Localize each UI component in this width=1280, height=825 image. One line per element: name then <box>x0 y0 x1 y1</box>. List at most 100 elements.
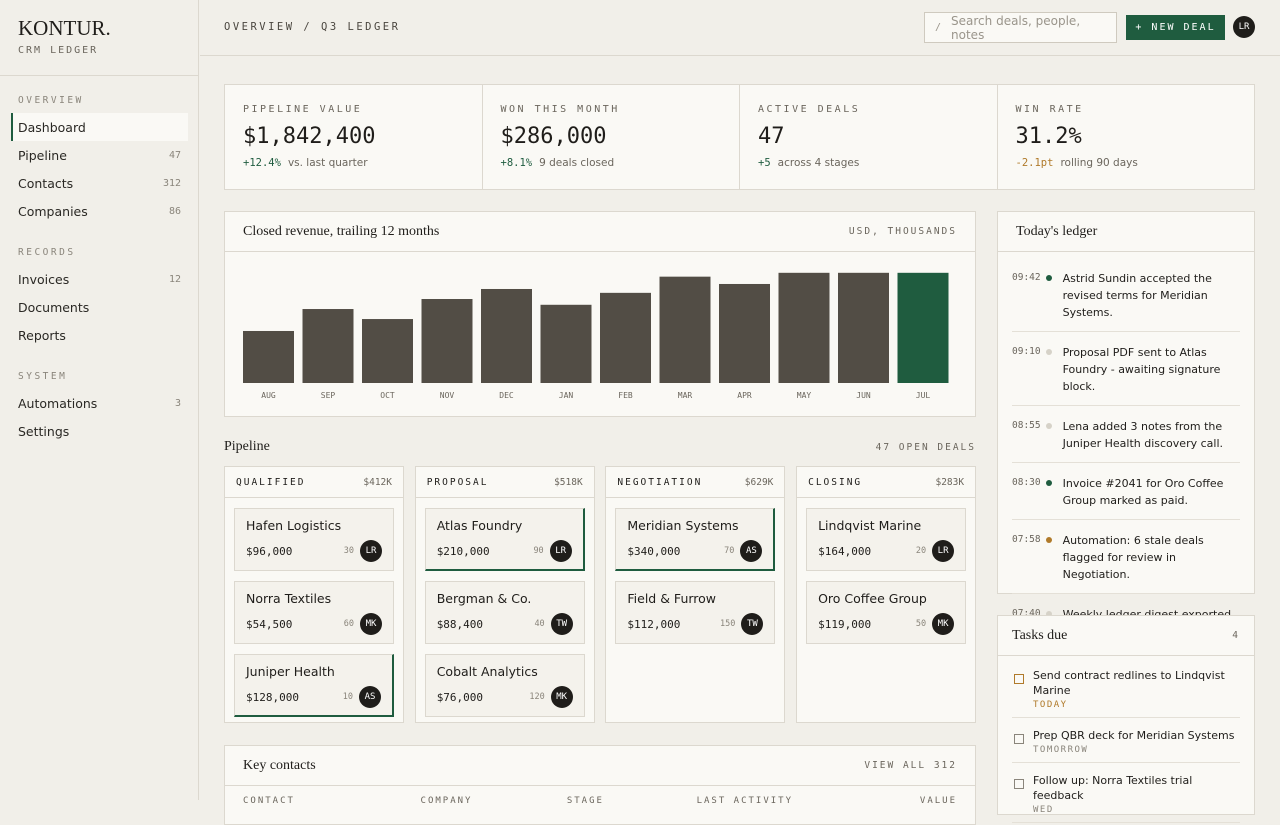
bar <box>421 299 473 383</box>
search[interactable]: / Search deals, people, notes <box>924 12 1117 43</box>
entry-text: Automation: 6 stale deals flagged for re… <box>1062 534 1204 581</box>
kpi-value: $1,842,400 <box>243 124 376 149</box>
nav-item[interactable]: Invoices 12 <box>11 265 188 293</box>
entry-text: Lena added 3 notes from the Juniper Heal… <box>1062 420 1223 450</box>
kpi-label: WON THIS MONTH <box>500 104 620 115</box>
kpi-label: PIPELINE VALUE <box>243 104 363 115</box>
kpi-detail: -2.1pt rolling 90 days <box>1016 157 1237 169</box>
bar <box>659 276 711 383</box>
owner-avatar: MK <box>932 613 955 635</box>
owner-avatar: AS <box>740 540 763 562</box>
deal-days: 70 <box>724 546 735 556</box>
deal-value: $88,400 <box>436 617 484 631</box>
owner-avatar: MK <box>550 686 573 708</box>
nav-label: Reports <box>18 327 66 343</box>
deal-card[interactable]: Hafen Logistics $96,000 30 LR <box>234 508 394 571</box>
deal-days: 40 <box>534 619 545 629</box>
deal-row: $340,000 70 AS <box>627 540 763 562</box>
task-checkbox[interactable] <box>1014 674 1024 684</box>
deal-card[interactable]: Meridian Systems $340,000 70 AS <box>615 508 776 571</box>
owner-avatar: MK <box>360 613 382 635</box>
deal-days: 60 <box>343 619 354 629</box>
kpi-note: 9 deals closed <box>539 157 615 169</box>
view-all-link[interactable]: VIEW ALL 312 <box>864 760 957 771</box>
pipeline-column: NEGOTIATION $629K Meridian Systems $340,000… <box>605 466 786 723</box>
task: Follow up: Norra Textiles trial feedback… <box>1012 763 1240 823</box>
deal-name: Lindqvist Marine <box>818 518 922 533</box>
avatar[interactable]: LR <box>1233 16 1255 38</box>
nav-item[interactable]: Automations 3 <box>11 389 188 417</box>
nav-item[interactable]: Documents <box>11 293 188 321</box>
owner-avatar: AS <box>359 686 381 708</box>
deal-card[interactable]: Field & Furrow $112,000 150 TW <box>615 581 776 644</box>
chart-title: Closed revenue, trailing 12 months <box>243 223 440 239</box>
kpi-value: 47 <box>758 124 785 149</box>
brand-sub: CRM LEDGER <box>18 45 99 56</box>
ledger-entry: 09:10 Proposal PDF sent to Atlas Foundry … <box>1012 332 1240 406</box>
nav-label: Settings <box>18 423 70 439</box>
column-total: $629K <box>744 476 774 488</box>
task-checkbox[interactable] <box>1014 779 1024 789</box>
kpi-delta: +12.4% <box>243 157 281 169</box>
nav-label: Dashboard <box>18 119 86 135</box>
deal-card[interactable]: Juniper Health $128,000 10 AS <box>234 654 394 717</box>
status-dot <box>1045 611 1052 617</box>
bar <box>778 272 830 383</box>
task-checkbox[interactable] <box>1014 734 1024 744</box>
nav-item[interactable]: Contacts 312 <box>11 169 188 197</box>
chart: AUG SEP OCT NOV DEC JAN FEB MAR APR MAY JUN JUL <box>243 272 949 400</box>
deal-days: 50 <box>915 619 927 629</box>
pipeline-header: Pipeline 47 OPEN DEALS <box>224 439 976 455</box>
sidebar: KONTUR. CRM LEDGER OVERVIEW Dashboard Pipe… <box>0 0 199 800</box>
owner-avatar: LR <box>360 540 382 562</box>
deal-card[interactable]: Cobalt Analytics $76,000 120 MK <box>424 654 585 717</box>
kpi-delta: -2.1pt <box>1015 157 1054 169</box>
column-header: CLOSING $283K <box>797 467 976 498</box>
x-tick-label: APR <box>737 391 752 400</box>
nav-label: Companies <box>18 203 88 219</box>
nav-label: Invoices <box>18 271 70 287</box>
deal-card[interactable]: Lindqvist Marine $164,000 20 LR <box>806 508 967 571</box>
x-tick-label: JAN <box>559 391 574 400</box>
contacts-panel: Key contacts VIEW ALL 312 CONTACT COMPANY S… <box>224 745 976 825</box>
kpi-label: ACTIVE DEALS <box>758 104 861 115</box>
deal-name: Bergman & Co. <box>436 591 532 606</box>
deal-card[interactable]: Atlas Foundry $210,000 90 LR <box>424 508 585 571</box>
nav-item[interactable]: Reports <box>11 321 188 349</box>
deal-name: Oro Coffee Group <box>818 591 927 606</box>
topbar: OVERVIEW / Q3 LEDGER / Search deals, peop… <box>200 0 1280 56</box>
kpi-note: vs. last quarter <box>287 157 368 169</box>
nav-item[interactable]: Pipeline 47 <box>11 141 188 169</box>
status-dot <box>1045 349 1052 355</box>
entry-time: 08:55 <box>1012 420 1041 431</box>
deal-card[interactable]: Bergman & Co. $88,400 40 TW <box>424 581 585 644</box>
deal-card[interactable]: Oro Coffee Group $119,000 50 MK <box>806 581 967 644</box>
owner-avatar: TW <box>741 613 764 635</box>
entry-time: 09:42 <box>1012 272 1041 283</box>
deal-row: $119,000 50 MK <box>818 613 955 635</box>
table-header: CONTACT COMPANY STAGE LAST ACTIVITY VALUE <box>225 786 975 816</box>
bar <box>719 283 770 383</box>
kpi-detail: +5 across 4 stages <box>758 157 979 169</box>
tasks-count: 4 <box>1232 630 1240 641</box>
deal-card[interactable]: Norra Textiles $54,500 60 MK <box>234 581 394 644</box>
nav-item[interactable]: Dashboard <box>11 113 188 141</box>
panel-header: Key contacts VIEW ALL 312 <box>225 746 975 786</box>
panel-header: Today's ledger <box>998 212 1254 252</box>
nav-item[interactable]: Companies 86 <box>11 197 188 225</box>
entry-text: Proposal PDF sent to Atlas Foundry - awa… <box>1062 346 1221 393</box>
owner-avatar: LR <box>549 540 572 562</box>
deal-days: 20 <box>915 546 927 556</box>
deal-row: $128,000 10 AS <box>246 686 381 708</box>
ledger-entry: 08:30 Invoice #2041 for Oro Coffee Group … <box>1012 463 1240 520</box>
nav-item[interactable]: Settings <box>11 417 188 445</box>
deal-days: 10 <box>342 692 353 702</box>
status-dot <box>1045 537 1052 543</box>
x-tick-label: SEP <box>321 391 336 400</box>
deal-days: 30 <box>343 546 354 556</box>
kpi: WIN RATE 31.2% -2.1pt rolling 90 days <box>998 85 1255 189</box>
new-deal-button[interactable]: + NEW DEAL <box>1126 15 1225 40</box>
bar <box>897 272 949 383</box>
task-text: Send contract redlines to Lindqvist Mari… <box>1033 669 1225 697</box>
